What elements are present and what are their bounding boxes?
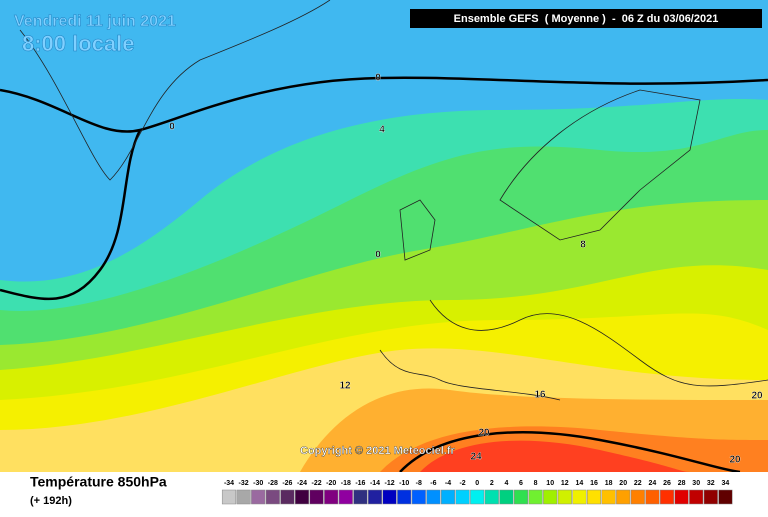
scale-swatch [484, 489, 499, 505]
scale-swatch [411, 489, 426, 505]
scale-swatch [221, 489, 237, 505]
scale-label: 16 [590, 480, 598, 487]
scale-swatch [586, 489, 602, 505]
scale-label: -30 [253, 480, 263, 487]
scale-label: -10 [399, 480, 409, 487]
scale-swatch [703, 489, 718, 505]
scale-swatch [645, 489, 660, 505]
legend-lead: (+ 192h) [30, 495, 72, 507]
scale-swatch [616, 489, 631, 505]
contour-label: 0 [375, 73, 381, 84]
scale-swatch [353, 489, 368, 505]
scale-swatch [338, 489, 353, 505]
scale-swatch [601, 489, 616, 505]
scale-swatch [659, 489, 675, 505]
scale-swatch [455, 489, 470, 505]
scale-label: 24 [649, 480, 657, 487]
scale-label: -6 [430, 480, 436, 487]
contour-label: 12 [339, 381, 351, 392]
scale-swatch [294, 489, 310, 505]
scale-label: 10 [546, 480, 554, 487]
scale-swatch [674, 489, 689, 505]
scale-label: -32 [239, 480, 249, 487]
color-scale: -34 -32 -30 -28 -26 -24 -22 -20 -18 -16 -14 -12 -10-… [221, 480, 733, 505]
scale-swatch [528, 489, 543, 505]
scale-swatch [426, 489, 441, 505]
run-box [410, 9, 762, 28]
scale-label: 2 [490, 480, 494, 487]
contour-label: 0 [169, 122, 175, 133]
scale-swatch [324, 489, 339, 505]
scale-swatch [251, 489, 266, 505]
scale-label: 32 [707, 480, 715, 487]
scale-swatch [557, 489, 572, 505]
scale-label: -18 [341, 480, 351, 487]
scale-label: 6 [519, 480, 523, 487]
scale-swatch [397, 489, 412, 505]
scale-swatch [513, 489, 529, 505]
contour-label: 16 [534, 390, 546, 401]
scale-swatch [499, 489, 514, 505]
copyright: Copyright © 2021 Meteociel.fr [300, 445, 456, 457]
scale-label: 30 [692, 480, 700, 487]
scale-swatch [440, 489, 456, 505]
contour-label: 20 [478, 428, 490, 439]
scale-swatch [470, 489, 485, 505]
forecast-time: 8:00 locale [22, 31, 135, 56]
contour-label: 20 [729, 455, 741, 466]
scale-label: -4 [445, 480, 451, 487]
legend-title: Température 850hPa [30, 474, 167, 490]
scale-swatch [236, 489, 251, 505]
scale-label: 22 [634, 480, 642, 487]
contour-label: 8 [580, 240, 586, 251]
scale-swatch [572, 489, 587, 505]
scale-swatch [718, 489, 733, 505]
scale-swatch [382, 489, 397, 505]
scale-label: 28 [678, 480, 686, 487]
scale-label: 20 [619, 480, 627, 487]
scale-label: -20 [326, 480, 336, 487]
forecast-date: Vendredi 11 juin 2021 [14, 13, 176, 30]
contour-label: 0 [375, 250, 381, 261]
contour-label: 24 [470, 452, 482, 463]
scale-swatch [309, 489, 324, 505]
scale-label: -14 [370, 480, 380, 487]
scale-label: 8 [534, 480, 538, 487]
contour-label: 20 [751, 391, 763, 402]
scale-label: 34 [722, 480, 730, 487]
contour-label: 4 [379, 125, 385, 136]
scale-label: 0 [475, 480, 479, 487]
scale-swatch [367, 489, 383, 505]
scale-swatch [280, 489, 295, 505]
scale-label: -24 [297, 480, 307, 487]
scale-label: -12 [385, 480, 395, 487]
scale-swatch [543, 489, 558, 505]
scale-label: 12 [561, 480, 569, 487]
scale-label: -34 [224, 480, 234, 487]
scale-label: -16 [355, 480, 365, 487]
scale-swatch [265, 489, 280, 505]
run-info: Ensemble GEFS ( Moyenne ) - 06 Z du 03/0… [454, 13, 719, 25]
scale-swatch [630, 489, 645, 505]
scale-label: 4 [504, 480, 508, 487]
scale-label: -22 [312, 480, 322, 487]
scale-swatch [689, 489, 704, 505]
scale-label: 14 [576, 480, 584, 487]
contour-labels: 0 0 4 0 8 12 16 20 24 20 20 [169, 72, 763, 466]
scale-label: -2 [459, 480, 465, 487]
scale-label: -8 [416, 480, 422, 487]
scale-label: -26 [282, 480, 292, 487]
scale-label: -28 [268, 480, 278, 487]
isotherms [0, 76, 768, 474]
scale-label: 26 [663, 480, 671, 487]
coastlines [19, 0, 768, 401]
scale-label: 18 [605, 480, 613, 487]
